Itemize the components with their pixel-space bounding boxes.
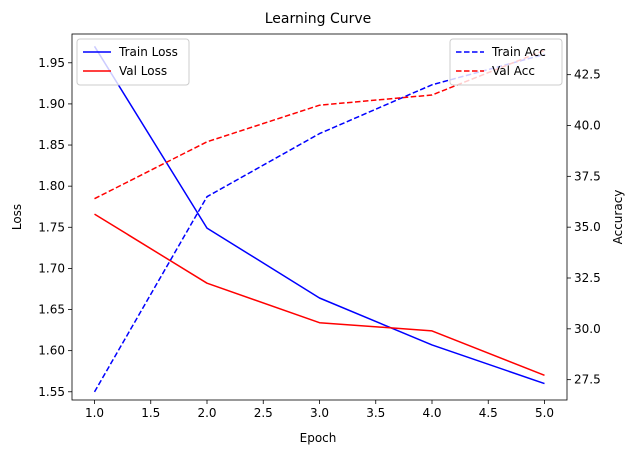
legend-label: Train Acc <box>491 45 546 59</box>
left-y-axis-ticks: 1.55 1.60 1.65 1.70 1.75 1.80 1.85 1.90 1.95 <box>38 56 72 399</box>
x-tick-label: 3.0 <box>310 406 329 420</box>
x-tick-label: 2.5 <box>254 406 273 420</box>
x-tick-label: 1.0 <box>85 406 104 420</box>
x-axis-ticks: 1.0 1.5 2.0 2.5 3.0 3.5 4.0 4.5 5.0 <box>85 400 554 420</box>
left-y-tick-label: 1.80 <box>38 179 65 193</box>
x-tick-label: 4.0 <box>422 406 441 420</box>
x-axis-label: Epoch <box>300 431 337 445</box>
left-y-tick-label: 1.95 <box>38 56 65 70</box>
left-y-tick-label: 1.65 <box>38 303 65 317</box>
series-val-acc-line <box>94 49 545 200</box>
x-tick-label: 5.0 <box>535 406 554 420</box>
right-y-tick-label: 27.5 <box>574 373 601 387</box>
chart-title: Learning Curve <box>265 11 372 27</box>
right-y-tick-label: 37.5 <box>574 169 601 183</box>
x-tick-label: 3.5 <box>366 406 385 420</box>
right-y-tick-label: 35.0 <box>574 220 601 234</box>
legend-box <box>449 38 563 86</box>
left-y-axis-label: Loss <box>10 204 24 230</box>
series-lines <box>93 45 545 393</box>
legend-label: Val Acc <box>492 64 535 78</box>
legend-loss: Train Loss Val Loss <box>76 38 190 86</box>
legend-label: Val Loss <box>119 64 167 78</box>
legend-box <box>76 38 190 86</box>
left-y-tick-label: 1.85 <box>38 138 65 152</box>
x-tick-label: 4.5 <box>479 406 498 420</box>
x-tick-label: 1.5 <box>141 406 160 420</box>
right-y-tick-label: 40.0 <box>574 119 601 133</box>
left-y-tick-label: 1.55 <box>38 385 65 399</box>
right-y-axis-ticks: 27.5 30.0 32.5 35.0 37.5 40.0 42.5 <box>567 68 601 387</box>
left-y-tick-label: 1.70 <box>38 261 65 275</box>
legend-accuracy: Train Acc Val Acc <box>449 38 563 86</box>
plot-area <box>71 33 568 401</box>
left-y-tick-label: 1.60 <box>38 344 65 358</box>
left-y-tick-label: 1.90 <box>38 97 65 111</box>
legend-label: Train Loss <box>118 45 178 59</box>
right-y-axis-label: Accuracy <box>611 190 625 245</box>
series-val-loss-line <box>94 213 545 376</box>
series-train-loss-line <box>93 45 545 385</box>
left-y-tick-label: 1.75 <box>38 220 65 234</box>
right-y-tick-label: 32.5 <box>574 271 601 285</box>
right-y-tick-label: 30.0 <box>574 322 601 336</box>
x-tick-label: 2.0 <box>197 406 216 420</box>
right-y-tick-label: 42.5 <box>574 68 601 82</box>
plot-frame <box>71 33 568 401</box>
